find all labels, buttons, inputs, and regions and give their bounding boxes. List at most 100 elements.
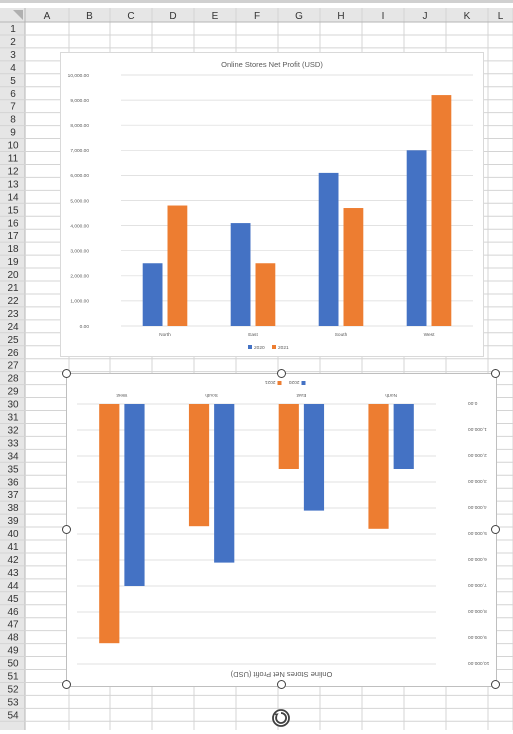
resize-handle-top-center[interactable] (277, 369, 286, 378)
bar-2020-north (142, 263, 163, 326)
row-header: 34 (7, 451, 19, 462)
row-header: 10 (7, 141, 19, 152)
bar-2021-east (255, 263, 276, 326)
y-tick-label: 1,000.00 (70, 299, 89, 305)
column-header: C (127, 11, 134, 22)
bar-2021-west (99, 404, 120, 644)
y-tick-label: 2,000.00 (70, 274, 89, 280)
row-header: 54 (7, 710, 19, 721)
x-tick-label: North (159, 332, 171, 338)
column-header: D (169, 11, 176, 22)
column-header: I (382, 11, 385, 22)
y-tick-label: 3,000.00 (70, 249, 89, 255)
column-header: L (498, 11, 504, 22)
x-tick-label: South (205, 392, 218, 398)
y-tick-label: 10,000.00 (68, 73, 90, 79)
row-header: 4 (10, 63, 16, 74)
resize-handle-bottom-right[interactable] (491, 680, 500, 689)
row-header: 7 (10, 102, 16, 113)
chart-title: Online Stores Net Profit (USD) (230, 670, 332, 679)
chart-rotated-selected[interactable]: Online Stores Net Profit (USD) 0.00 1,000.… (66, 373, 497, 687)
row-header: 42 (7, 555, 19, 566)
row-header: 43 (7, 568, 19, 579)
row-header: 16 (7, 218, 19, 229)
row-header: 44 (7, 581, 19, 592)
row-header: 31 (7, 413, 19, 424)
y-tick-label: 2,000.00 (468, 452, 487, 458)
chart-upright[interactable]: Online Stores Net Profit (USD) 0.00 1,000.… (60, 52, 484, 357)
row-header: 9 (10, 128, 16, 139)
row-header: 13 (7, 179, 19, 190)
y-tick-label: 3,000.00 (468, 478, 487, 484)
y-tick-label: 9,000.00 (468, 634, 487, 640)
column-header: K (464, 11, 471, 22)
row-header: 50 (7, 659, 19, 670)
y-tick-label: 4,000.00 (70, 223, 89, 229)
row-header: 28 (7, 374, 19, 385)
row-header: 20 (7, 270, 19, 281)
column-header: A (44, 11, 51, 22)
column-header: G (295, 11, 303, 22)
bar-2021-south (343, 208, 364, 326)
row-header: 23 (7, 309, 19, 320)
row-header: 5 (10, 76, 16, 87)
rotate-icon[interactable] (270, 707, 292, 729)
chart-rotated-content: Online Stores Net Profit (USD) 0.00 1,000.… (67, 374, 496, 686)
row-header: 45 (7, 594, 19, 605)
resize-handle-bottom-left[interactable] (62, 680, 71, 689)
row-header: 18 (7, 244, 19, 255)
row-header: 39 (7, 516, 19, 527)
row-header: 3 (10, 50, 16, 61)
row-header: 36 (7, 477, 19, 488)
column-header: B (86, 11, 93, 22)
x-tick-label: East (248, 332, 258, 338)
select-all-icon (13, 10, 23, 20)
y-tick-label: 8,000.00 (468, 608, 487, 614)
resize-handle-bottom-center[interactable] (277, 680, 286, 689)
top-bar (0, 0, 513, 3)
row-header: 17 (7, 231, 19, 242)
row-header: 46 (7, 607, 19, 618)
row-header: 29 (7, 387, 19, 398)
row-header: 33 (7, 438, 19, 449)
y-tick-label: 7,000.00 (70, 148, 89, 154)
y-tick-label: 6,000.00 (468, 556, 487, 562)
row-header: 26 (7, 348, 19, 359)
column-header: F (254, 11, 260, 22)
row-header: 24 (7, 322, 19, 333)
row-header: 15 (7, 205, 19, 216)
resize-handle-middle-left[interactable] (62, 525, 71, 534)
resize-handle-middle-right[interactable] (491, 525, 500, 534)
y-tick-label: 1,000.00 (468, 426, 487, 432)
y-tick-label: 10,000.00 (468, 660, 490, 666)
row-header: 11 (8, 154, 19, 165)
chart-svg: Online Stores Net Profit (USD) 0.00 1,000.… (77, 379, 490, 679)
bar-2020-north (393, 404, 414, 469)
bar-2021-north (368, 404, 389, 529)
y-tick-label: 4,000.00 (468, 504, 487, 510)
resize-handle-top-right[interactable] (491, 369, 500, 378)
bar-2020-west (406, 150, 427, 326)
y-tick-label: 5,000.00 (70, 198, 89, 204)
x-tick-label: West (424, 332, 436, 338)
row-header: 48 (7, 633, 19, 644)
y-tick-label: 9,000.00 (70, 98, 89, 104)
row-header: 12 (7, 166, 19, 177)
legend-swatch (277, 381, 282, 385)
y-tick-label: 7,000.00 (468, 582, 487, 588)
bar-2021-east (278, 404, 299, 469)
row-header: 37 (7, 490, 19, 501)
legend-swatch (272, 345, 276, 349)
row-header: 27 (7, 361, 19, 372)
row-header: 53 (7, 697, 19, 708)
row-header: 22 (7, 296, 19, 307)
resize-handle-top-left[interactable] (62, 369, 71, 378)
chart-svg: Online Stores Net Profit (USD) 0.00 1,000.… (68, 60, 473, 351)
row-header: 1 (10, 24, 16, 35)
y-tick-label: 5,000.00 (468, 530, 487, 536)
bar-2021-north (167, 205, 188, 326)
row-header: 49 (7, 646, 19, 657)
row-header: 51 (7, 672, 19, 683)
row-header: 38 (7, 503, 19, 514)
row-header: 2 (10, 37, 16, 48)
